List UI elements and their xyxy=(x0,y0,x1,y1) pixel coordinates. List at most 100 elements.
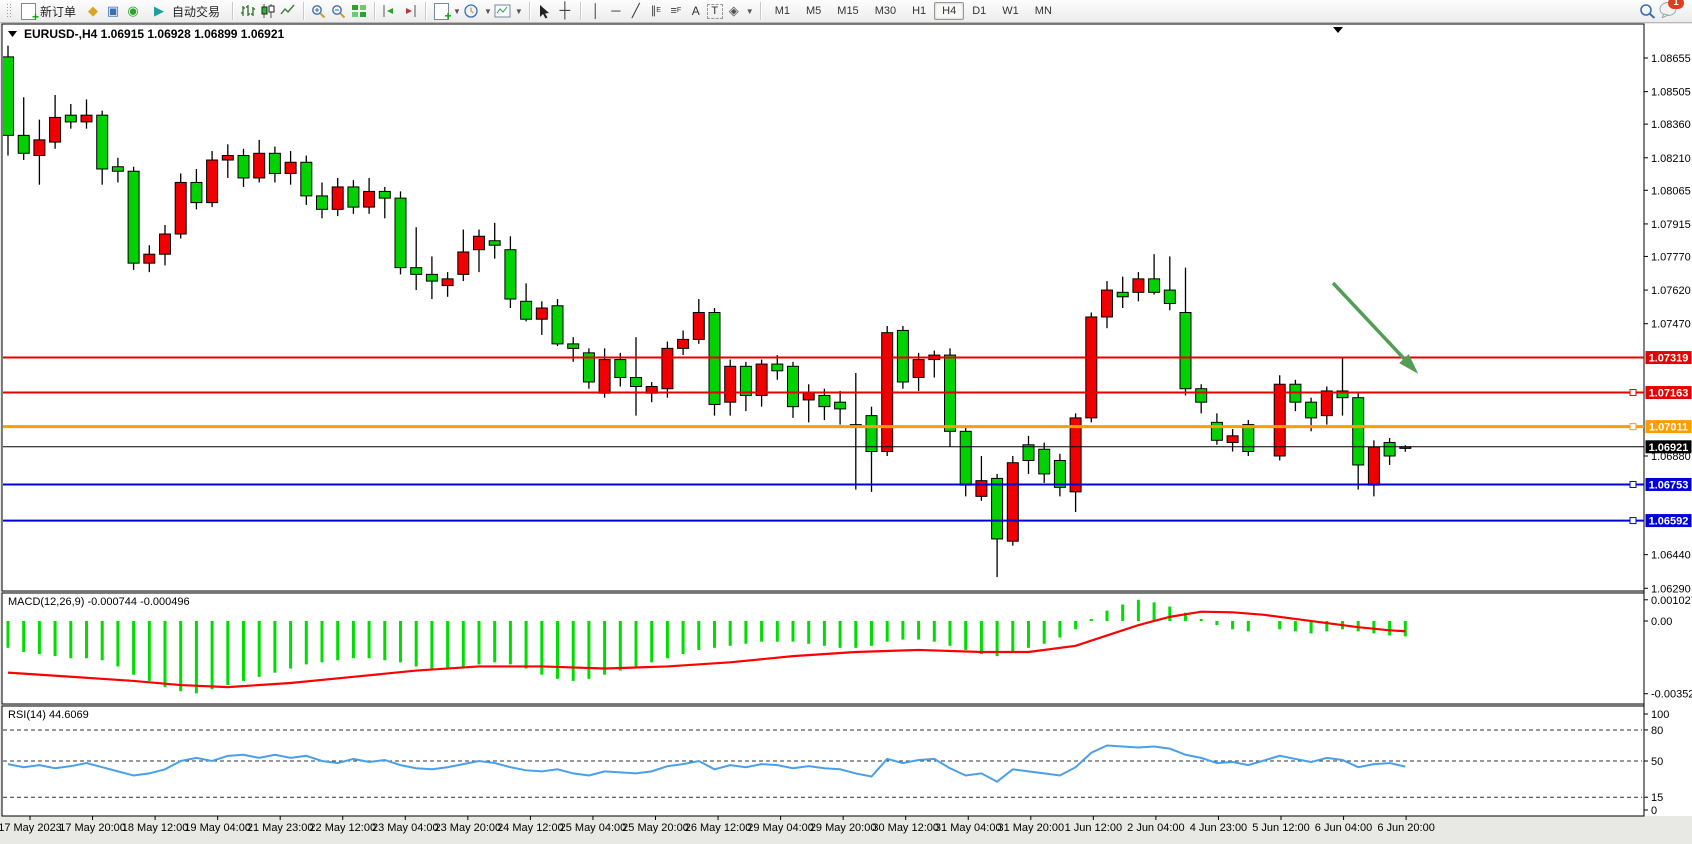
timeframe-mn[interactable]: MN xyxy=(1034,5,1052,17)
rsi-scale[interactable]: 100 80 50 150 xyxy=(1644,709,1669,817)
svg-text:-0.00352: -0.00352 xyxy=(1651,689,1692,701)
price-chart-svg[interactable]: 1.08655 1.08505 1.08360 1.08210 1.08065 1.079… xyxy=(0,23,1692,839)
svg-text:2 Jun 04:00: 2 Jun 04:00 xyxy=(1127,822,1185,834)
svg-text:17 May 20:00: 17 May 20:00 xyxy=(59,822,126,834)
timeframe-w1[interactable]: W1 xyxy=(1002,5,1019,17)
zoom-out-icon[interactable] xyxy=(330,3,348,19)
trend-arrow-annotation[interactable] xyxy=(1331,281,1419,374)
price-badge xyxy=(1645,477,1692,491)
horizontal-lines[interactable] xyxy=(3,356,1644,525)
macd-header: MACD(12,26,9) -0.000744 -0.000496 xyxy=(8,596,190,608)
add-indicator-icon[interactable] xyxy=(432,2,452,24)
svg-text:25 May 20:00: 25 May 20:00 xyxy=(622,822,689,834)
toolbar-grip[interactable] xyxy=(6,3,11,19)
svg-text:1.06440: 1.06440 xyxy=(1651,550,1691,562)
panel-headers: EURUSD-,H4 1.06915 1.06928 1.06899 1.069… xyxy=(8,27,1343,721)
timeframe-m1[interactable]: M1 xyxy=(774,5,790,17)
timeframe-h1[interactable]: H1 xyxy=(912,5,927,17)
svg-text:1.06290: 1.06290 xyxy=(1651,583,1691,595)
macd-scale[interactable]: 0.001027 0.00 -0.00352 xyxy=(1644,595,1692,701)
svg-text:4 Jun 23:00: 4 Jun 23:00 xyxy=(1190,822,1248,834)
chart-collapse-icon xyxy=(8,31,17,37)
svg-text:1.06880: 1.06880 xyxy=(1651,451,1691,463)
chat-button[interactable]: 1 xyxy=(1658,0,1684,21)
template-icon[interactable] xyxy=(494,3,512,19)
svg-text:1.08505: 1.08505 xyxy=(1651,87,1691,99)
svg-text:1.06921: 1.06921 xyxy=(1649,442,1689,454)
signals-icon[interactable]: ◉ xyxy=(127,3,139,18)
rsi-indicator xyxy=(3,729,1642,798)
autotrading-button[interactable]: ▶ 自动交易 xyxy=(144,1,226,22)
tile-windows-icon[interactable] xyxy=(350,3,368,19)
chart-shift-marker xyxy=(1333,27,1343,33)
svg-text:1.07319: 1.07319 xyxy=(1649,353,1689,365)
arrange-left-icon[interactable] xyxy=(381,3,399,19)
svg-text:22 May 12:00: 22 May 12:00 xyxy=(309,822,376,834)
rsi-line xyxy=(7,744,1406,783)
svg-text:24 May 12:00: 24 May 12:00 xyxy=(497,822,564,834)
price-badge xyxy=(1645,440,1692,454)
svg-text:50: 50 xyxy=(1651,756,1663,768)
market-watch-icon[interactable]: ◆ xyxy=(88,3,99,18)
main-panel xyxy=(1,23,1645,592)
svg-text:0.001027: 0.001027 xyxy=(1651,595,1692,607)
chart-window[interactable]: 1.08655 1.08505 1.08360 1.08210 1.08065 1.079… xyxy=(0,23,1692,839)
price-badge xyxy=(1645,514,1692,528)
svg-text:25 May 04:00: 25 May 04:00 xyxy=(560,822,627,834)
svg-text:1.07163: 1.07163 xyxy=(1649,388,1689,400)
svg-text:1.08360: 1.08360 xyxy=(1651,119,1691,131)
periods-clock-icon[interactable] xyxy=(463,3,481,19)
svg-text:31 May 20:00: 31 May 20:00 xyxy=(997,822,1064,834)
autotrading-icon: ▶ xyxy=(154,3,165,18)
timeframe-bar: M1 M5 M15 M30 H1 H4 D1 W1 MN xyxy=(767,2,1060,20)
price-badge xyxy=(1645,386,1692,400)
svg-text:1.08065: 1.08065 xyxy=(1651,185,1691,197)
bar-chart-icon[interactable] xyxy=(239,3,257,19)
candlestick-icon[interactable] xyxy=(259,3,277,19)
svg-text:19 May 04:00: 19 May 04:00 xyxy=(184,822,251,834)
macd-signal-line xyxy=(7,610,1406,689)
svg-text:1.07620: 1.07620 xyxy=(1651,285,1691,297)
timeframe-d1[interactable]: D1 xyxy=(972,5,987,17)
search-icon[interactable] xyxy=(1638,3,1656,19)
arrows-icon[interactable]: ◈ xyxy=(728,3,739,18)
fibonacci-icon[interactable]: ≡ F xyxy=(670,5,682,17)
chart-title: EURUSD-,H4 1.06915 1.06928 1.06899 1.069… xyxy=(24,27,285,41)
svg-text:1.06753: 1.06753 xyxy=(1649,479,1689,491)
crosshair-icon[interactable]: ┼ xyxy=(559,2,571,19)
vertical-line-icon[interactable]: │ xyxy=(591,3,600,18)
price-badge xyxy=(1645,420,1692,434)
terminal-icon[interactable]: ▣ xyxy=(106,3,120,18)
channel-icon[interactable]: ∥ E xyxy=(650,5,661,17)
svg-text:1 Jun 12:00: 1 Jun 12:00 xyxy=(1065,822,1123,834)
arrange-right-icon[interactable] xyxy=(401,3,419,19)
cursor-icon[interactable] xyxy=(536,3,554,19)
timeframe-m15[interactable]: M15 xyxy=(837,5,859,17)
line-chart-icon[interactable] xyxy=(279,3,297,19)
zoom-in-icon[interactable] xyxy=(310,3,328,19)
svg-text:6 Jun 20:00: 6 Jun 20:00 xyxy=(1377,822,1435,834)
price-scale[interactable]: 1.08655 1.08505 1.08360 1.08210 1.08065 1.079… xyxy=(1644,53,1692,595)
svg-text:0.00: 0.00 xyxy=(1651,616,1672,628)
new-order-label: 新订单 xyxy=(40,4,77,19)
text-icon[interactable]: A xyxy=(691,4,700,18)
svg-text:0: 0 xyxy=(1651,805,1657,817)
price-badge xyxy=(1645,351,1692,365)
svg-text:1.07011: 1.07011 xyxy=(1649,422,1688,434)
svg-text:30 May 12:00: 30 May 12:00 xyxy=(872,822,939,834)
horizontal-line-icon[interactable]: ─ xyxy=(611,3,621,18)
text-label-icon[interactable]: T xyxy=(706,3,723,19)
timeframe-m30[interactable]: M30 xyxy=(874,5,897,17)
svg-text:80: 80 xyxy=(1651,725,1663,737)
new-order-button[interactable]: 新订单 xyxy=(15,1,82,24)
svg-text:1.08655: 1.08655 xyxy=(1651,53,1691,65)
timeframe-h4[interactable]: H4 xyxy=(934,2,965,20)
macd-panel xyxy=(1,592,1645,705)
svg-text:23 May 20:00: 23 May 20:00 xyxy=(435,822,502,834)
svg-text:18 May 12:00: 18 May 12:00 xyxy=(122,822,189,834)
timeframe-m5[interactable]: M5 xyxy=(806,5,822,17)
trendline-icon[interactable]: ╱ xyxy=(631,3,640,18)
svg-text:31 May 04:00: 31 May 04:00 xyxy=(935,822,1002,834)
svg-text:1.07915: 1.07915 xyxy=(1651,219,1691,231)
